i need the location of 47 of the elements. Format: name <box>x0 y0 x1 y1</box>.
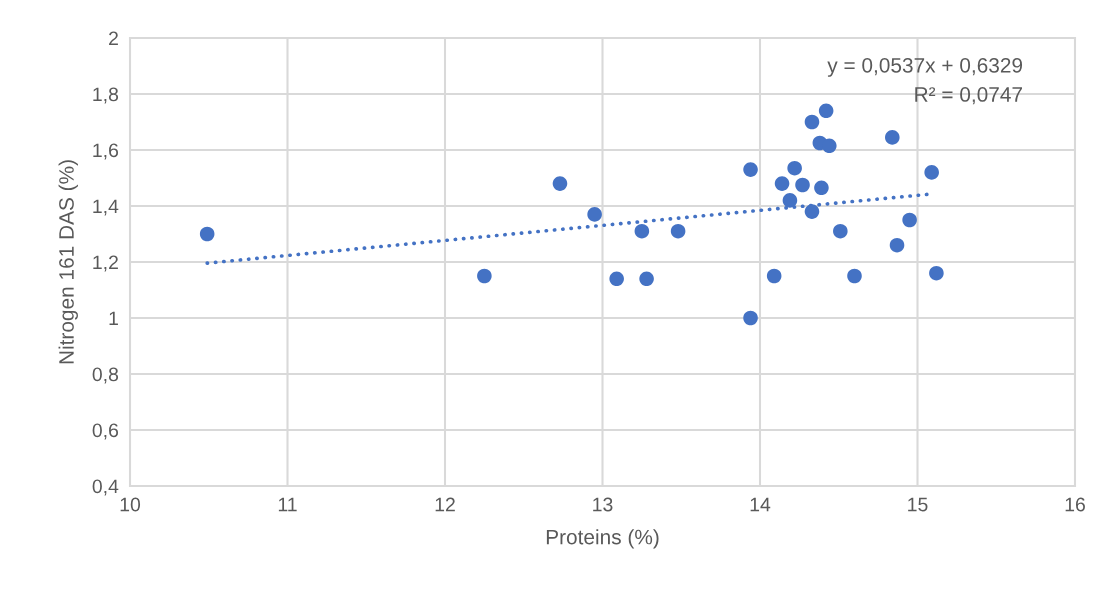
point <box>924 165 939 180</box>
y-tick-label: 0,8 <box>92 367 119 384</box>
y-tick-label: 1,2 <box>93 255 118 272</box>
x-tick-label: 12 <box>435 497 455 512</box>
point <box>804 204 820 219</box>
point <box>743 310 758 326</box>
point <box>885 130 900 145</box>
x-tick-label: 14 <box>750 497 771 512</box>
point <box>847 268 862 284</box>
x-tick-label: 13 <box>593 497 613 512</box>
y-tick-label: 1,6 <box>93 143 119 160</box>
point <box>814 180 829 196</box>
x-tick-label: 11 <box>278 497 297 512</box>
point <box>833 223 848 239</box>
point <box>804 114 820 130</box>
point <box>889 237 905 253</box>
annotation: R² = 0,0747 <box>915 87 1022 105</box>
point <box>552 176 568 191</box>
point <box>670 223 686 239</box>
x-axis-title: Proteins (%) <box>546 529 659 549</box>
point <box>787 160 802 176</box>
point <box>639 271 654 287</box>
x-tick-label: 15 <box>908 497 928 512</box>
y-tick-label: 0,4 <box>92 479 119 496</box>
point <box>743 162 758 177</box>
y-tick-label: 1,8 <box>93 87 119 104</box>
point <box>929 265 944 281</box>
point <box>199 226 215 242</box>
y-axis-title: Nitrogen 161 DAS (%) <box>58 160 78 364</box>
y-tick-label: 1 <box>109 311 118 326</box>
x-tick-label: 16 <box>1065 497 1085 512</box>
point <box>782 193 798 208</box>
x-tick-label: 10 <box>120 497 141 512</box>
y-tick-label: 1,4 <box>93 199 119 216</box>
point <box>818 103 834 119</box>
y-tick-label: 2 <box>109 31 118 46</box>
point <box>822 138 837 154</box>
annotation: y = 0,0537x + 0,6329 <box>827 57 1023 77</box>
point <box>795 177 810 193</box>
point <box>902 212 917 228</box>
point <box>587 207 602 222</box>
y-tick-label: 0,6 <box>92 423 119 440</box>
point <box>634 223 650 239</box>
point <box>477 268 492 284</box>
point <box>774 176 790 191</box>
point <box>766 268 782 284</box>
point <box>609 271 624 287</box>
